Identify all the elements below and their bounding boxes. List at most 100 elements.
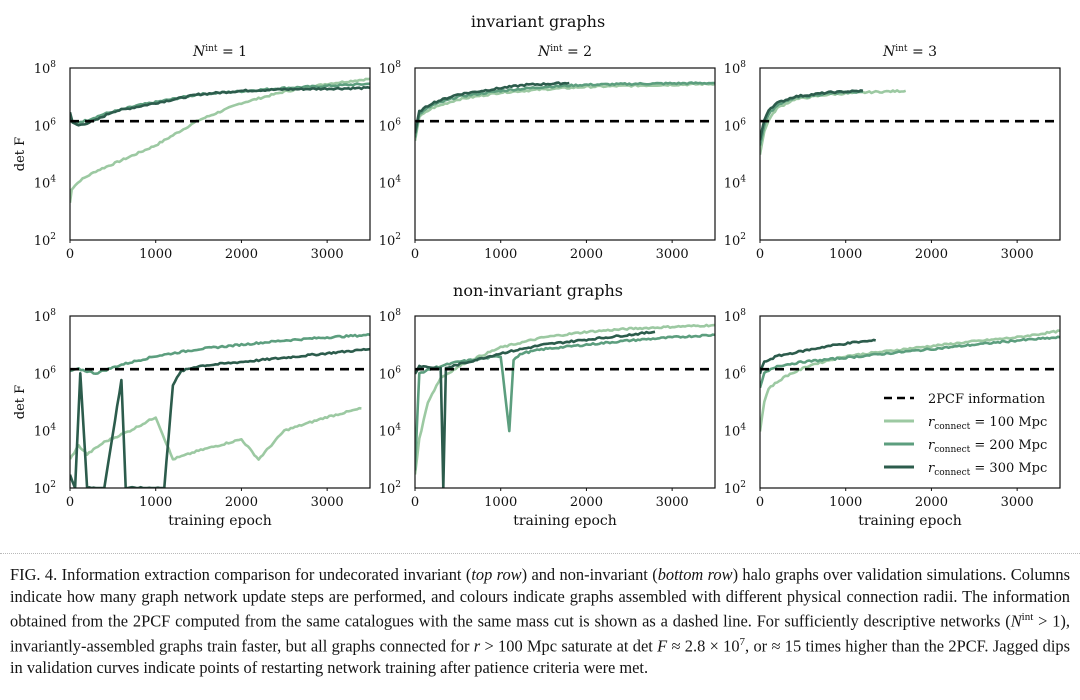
y-tick-label: 104 [379,423,402,440]
series-line-r300 [415,81,570,134]
y-tick-label: 106 [34,117,57,134]
caption-text: ) halo graphs over validation simulation… [10,565,1070,631]
caption-emphasis-bottom-row: bottom row [657,565,733,584]
series-line-r300 [70,86,370,127]
y-tick-label: 106 [379,365,402,382]
y-tick-label: 108 [379,308,402,325]
series-line-r300 [415,330,656,488]
caption-emphasis-top-row: top row [471,565,522,584]
y-tick-label: 104 [724,423,747,440]
y-tick-label: 108 [34,308,57,325]
panel-non-invariant-n2: 0 1000 2000 3000 102 104 106 108 training epoch [379,308,716,529]
y-tick-label: 106 [724,365,747,382]
x-tick-label: 2000 [225,495,258,510]
caption-text: Information extraction comparison for un… [57,565,472,584]
legend-label-r100: rconnect = 100 Mpc [928,415,1047,432]
plot-area [70,333,370,488]
x-axis-label: training epoch [513,513,617,529]
plot-area [760,329,1060,432]
plot-area [70,77,370,203]
x-tick-label: 2000 [915,495,948,510]
caption-superscript-7: 7 [739,636,746,649]
x-tick-label: 2000 [570,247,603,262]
series-line-r300 [70,347,370,488]
x-tick-label: 3000 [1001,247,1034,262]
column-title: Nint = 2 [537,44,592,60]
panel-non-invariant-n1: 0 1000 2000 3000 102 104 106 108 det F training e… [13,308,371,529]
caption-figure-label: FIG. 4. [10,565,58,584]
series-line-r100 [760,89,907,155]
series-line-r200 [760,335,1060,389]
caption-text: , or ≈ 15 times higher than the 2PCF. Ja… [10,636,1071,678]
y-tick-label: 108 [379,60,402,77]
x-tick-label: 3000 [1001,495,1034,510]
axes-frame [759,315,1061,489]
x-tick-label: 3000 [656,247,689,262]
x-tick-label: 2000 [225,247,258,262]
series-line-r300 [760,338,877,375]
panel-invariant-n2: Nint = 2 0 1000 2000 3000 102 104 106 108 [379,44,716,262]
y-tick-label: 106 [379,117,402,134]
series-line-r100 [70,77,370,203]
x-tick-label: 1000 [484,247,517,262]
row-title-non-invariant: non-invariant graphs [453,281,623,300]
axes-frame [759,67,1061,241]
panel-invariant-n1: Nint = 1 0 1000 2000 3000 102 104 106 108 det F [13,44,371,262]
y-tick-label: 102 [34,480,56,497]
legend-label-r200: rconnect = 200 Mpc [928,438,1047,455]
y-tick-label: 106 [34,365,57,382]
x-axis-label: training epoch [168,513,272,529]
panel-invariant-n3: Nint = 3 0 1000 2000 3000 102 104 106 108 [724,44,1061,262]
plot-area [415,323,715,488]
x-tick-label: 0 [411,495,419,510]
figure-canvas: invariant graphs non-invariant graphs Ni… [13,12,1061,529]
column-title: Nint = 3 [882,44,937,60]
figure: invariant graphs non-invariant graphs Ni… [13,12,1061,529]
series-line-r200 [70,333,370,375]
y-tick-label: 104 [34,423,57,440]
x-tick-label: 3000 [311,247,344,262]
caption-text: ≈ 2.8 × 10 [667,636,740,656]
y-axis-label: det F [13,385,28,419]
x-tick-label: 2000 [570,495,603,510]
panel-non-invariant-n3: 0 1000 2000 3000 102 104 106 108 training epoch 2… [724,308,1061,529]
caption-symbol-n: N [1010,611,1022,631]
y-tick-label: 102 [34,232,56,249]
y-tick-label: 102 [724,480,746,497]
x-tick-label: 1000 [139,495,172,510]
y-tick-label: 104 [379,175,402,192]
x-tick-label: 1000 [139,247,172,262]
figure-caption: FIG. 4. Information extraction compariso… [10,564,1070,679]
y-tick-label: 108 [34,60,57,77]
plot-area [415,81,715,142]
y-tick-label: 104 [34,175,57,192]
series-line-r100 [415,82,715,142]
x-tick-label: 0 [756,247,764,262]
caption-text: > 100 Mpc saturate at det [480,636,658,656]
y-tick-label: 102 [379,232,401,249]
x-tick-label: 1000 [829,495,862,510]
x-tick-label: 0 [66,495,74,510]
x-axis-label: training epoch [858,513,962,529]
axes-frame [414,67,716,241]
caption-symbol-f: F [657,636,668,656]
legend: 2PCF information rconnect = 100 Mpc rconne… [884,392,1047,478]
x-tick-label: 1000 [484,495,517,510]
y-tick-label: 102 [724,232,746,249]
x-tick-label: 2000 [915,247,948,262]
caption-symbol-r: r [473,636,481,656]
plot-area [760,89,907,155]
legend-label-2pcf: 2PCF information [928,392,1046,407]
y-tick-label: 104 [724,175,747,192]
x-tick-label: 0 [411,247,419,262]
legend-label-r300: rconnect = 300 Mpc [928,461,1047,478]
x-tick-label: 0 [66,247,74,262]
series-line-r200 [760,90,863,146]
y-tick-label: 102 [379,480,401,497]
x-tick-label: 3000 [656,495,689,510]
caption-divider [0,553,1080,555]
x-tick-label: 1000 [829,247,862,262]
series-line-r200 [415,81,715,138]
axes-frame [69,67,371,241]
